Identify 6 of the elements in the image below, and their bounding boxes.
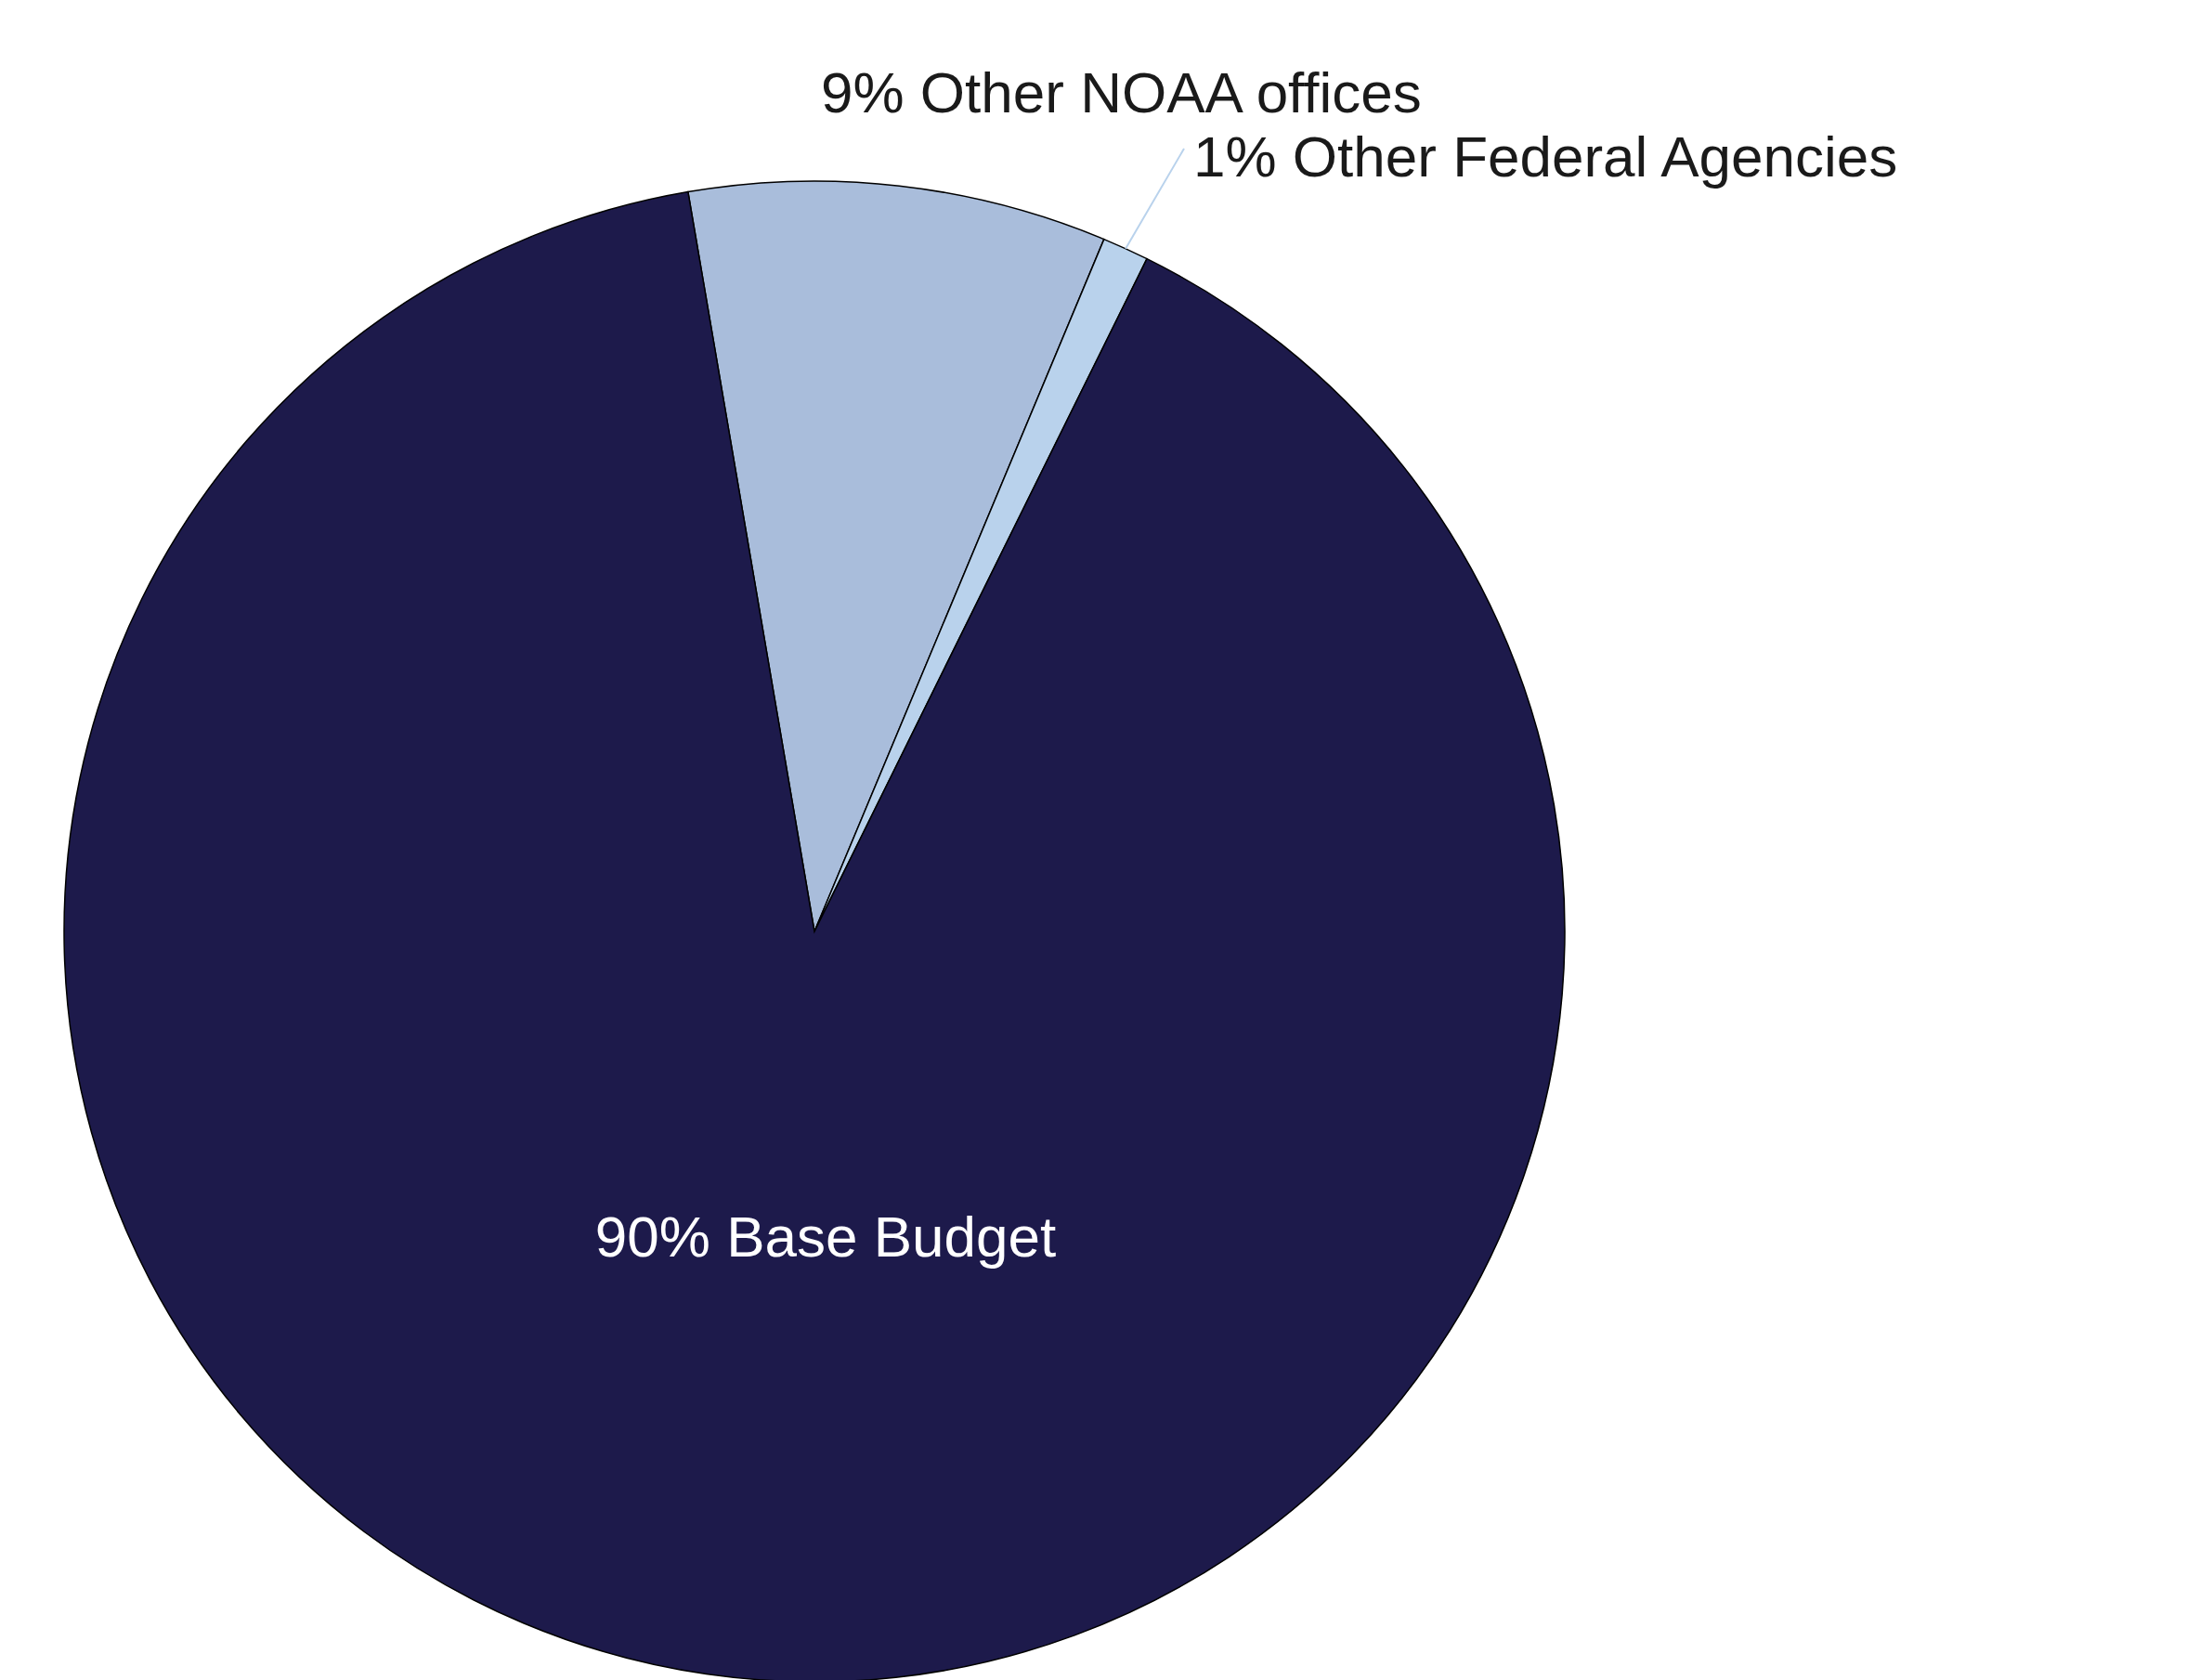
data-label: 90% — [594, 1205, 710, 1269]
slice-label: Other NOAA offices — [919, 60, 1422, 124]
data-label: 9% — [821, 60, 905, 124]
data-label: 1% — [1193, 124, 1277, 189]
slice-label: Base Budget — [726, 1205, 1057, 1269]
slice-label: Other Federal Agencies — [1292, 124, 1898, 189]
